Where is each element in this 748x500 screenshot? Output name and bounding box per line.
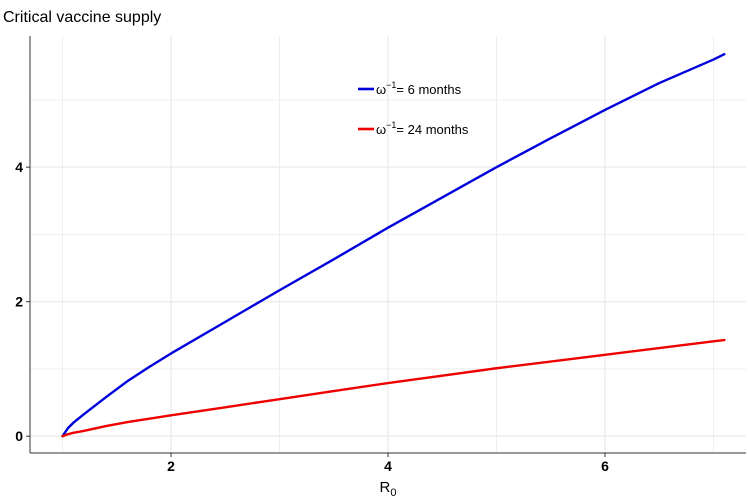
series-line-2 [61, 338, 726, 438]
legend: ω−1= 6 months ω−1= 24 months [358, 80, 469, 137]
grid-lines [30, 36, 746, 453]
x-axis-label-main: R [380, 479, 391, 496]
tick-labels: 2 4 6 0 2 4 [15, 159, 609, 474]
legend-item-1: ω−1= 6 months [358, 80, 462, 97]
x-tick-label: 6 [601, 458, 609, 474]
x-tick-label: 4 [384, 458, 392, 474]
chart-title: Critical vaccine supply [3, 9, 161, 26]
series-line-1 [61, 52, 726, 438]
x-axis-label: R0 [380, 479, 397, 499]
legend-item-2: ω−1= 24 months [358, 120, 469, 137]
y-tick-label: 4 [15, 159, 23, 175]
y-tick-label: 0 [15, 428, 23, 444]
y-tick-label: 2 [15, 294, 23, 310]
legend-label: ω−1= 6 months [376, 80, 462, 97]
x-tick-label: 2 [167, 458, 175, 474]
x-axis-label-subscript: 0 [390, 487, 396, 499]
series-lines [61, 52, 726, 438]
legend-label: ω−1= 24 months [376, 120, 469, 137]
